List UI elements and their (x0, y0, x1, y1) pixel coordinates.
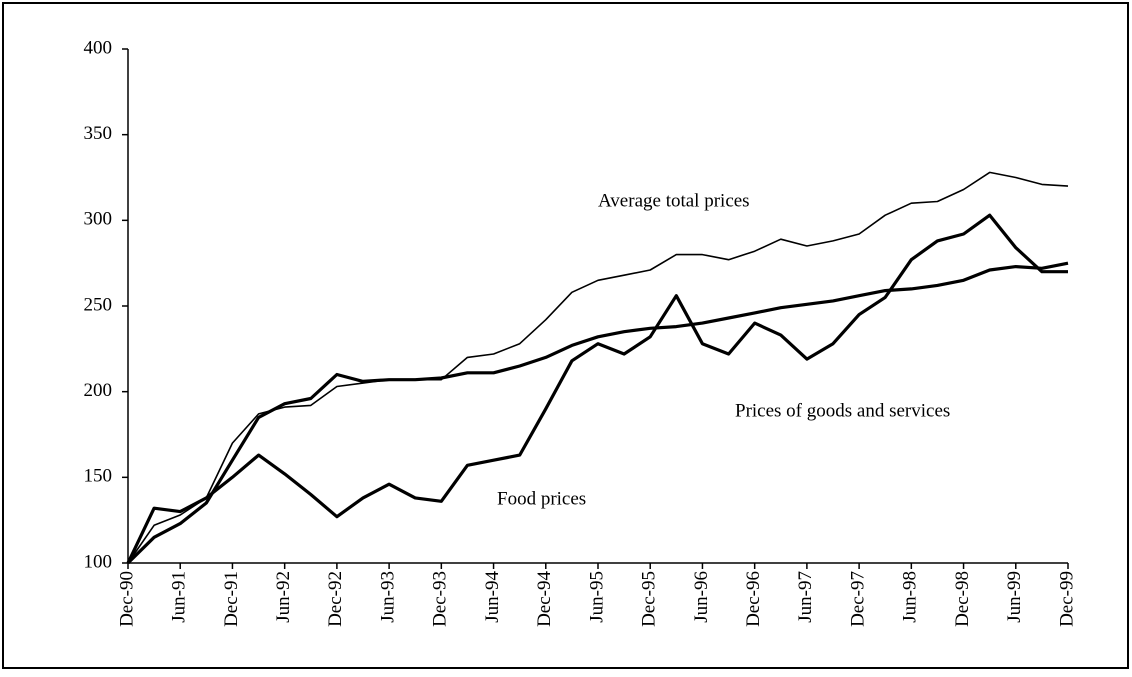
x-tick-label: Dec-96 (743, 571, 764, 627)
x-tick-label: Dec-97 (847, 571, 868, 627)
y-tick-label: 250 (84, 294, 113, 315)
x-tick-label: Jun-91 (169, 571, 190, 623)
x-tick-label: Jun-95 (586, 571, 607, 623)
x-tick-label: Dec-94 (534, 571, 555, 627)
x-tick-label: Jun-96 (691, 571, 712, 623)
series-label: Average total prices (598, 190, 750, 211)
x-tick-label: Dec-95 (639, 571, 660, 627)
x-tick-label: Dec-93 (430, 571, 451, 627)
x-tick-label: Jun-93 (377, 571, 398, 623)
x-tick-label: Dec-91 (221, 571, 242, 627)
x-tick-label: Dec-98 (952, 571, 973, 627)
y-tick-label: 400 (84, 37, 113, 58)
y-tick-label: 150 (84, 466, 113, 487)
series-label: Food prices (497, 488, 586, 509)
y-tick-label: 100 (84, 551, 113, 572)
y-tick-label: 300 (84, 209, 113, 230)
series-label: Prices of goods and services (735, 400, 950, 421)
y-tick-label: 200 (84, 380, 113, 401)
x-tick-label: Dec-99 (1056, 571, 1077, 627)
x-tick-label: Jun-97 (795, 571, 816, 623)
x-tick-label: Jun-98 (900, 571, 921, 623)
series-line (127, 171, 1069, 564)
x-tick-label: Dec-90 (116, 571, 137, 627)
x-tick-label: Dec-92 (325, 571, 346, 627)
x-tick-label: Jun-92 (273, 571, 294, 623)
series-line (126, 213, 1068, 564)
series-line (126, 261, 1069, 565)
x-tick-label: Jun-99 (1004, 571, 1025, 623)
y-tick-label: 350 (84, 123, 113, 144)
x-tick-label: Jun-94 (482, 571, 503, 623)
